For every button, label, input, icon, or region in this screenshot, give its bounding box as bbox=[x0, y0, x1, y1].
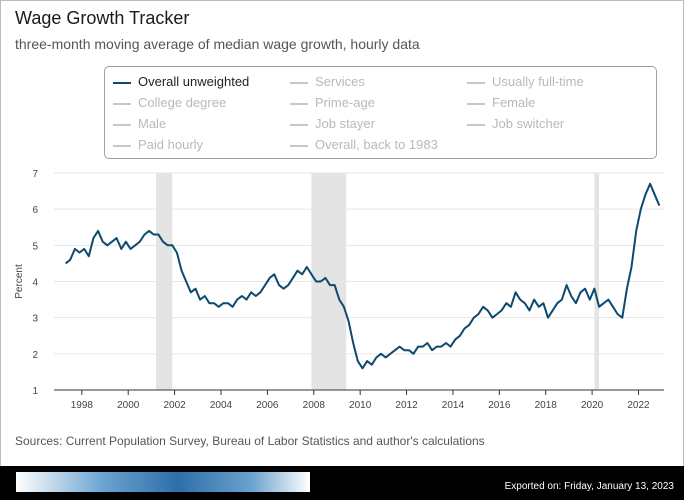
page-title: Wage Growth Tracker bbox=[15, 8, 190, 28]
legend-label: Services bbox=[315, 74, 365, 89]
x-tick-label: 2020 bbox=[581, 400, 604, 411]
x-tick-label: 2008 bbox=[303, 400, 326, 411]
legend-swatch bbox=[290, 123, 308, 126]
legend-swatch bbox=[113, 102, 131, 105]
legend-swatch bbox=[467, 123, 485, 126]
legend-item-overall-back-to-1983[interactable]: Overall, back to 1983 bbox=[290, 137, 438, 152]
x-tick-label: 2018 bbox=[535, 400, 558, 411]
x-tick-label: 2000 bbox=[117, 400, 140, 411]
legend-item-female[interactable]: Female bbox=[467, 95, 535, 110]
legend-item-college-degree[interactable]: College degree bbox=[113, 95, 226, 110]
legend-label: Male bbox=[138, 116, 167, 131]
legend-item-job-switcher[interactable]: Job switcher bbox=[467, 116, 564, 131]
x-tick-label: 2002 bbox=[163, 400, 186, 411]
x-tick-label: 2012 bbox=[395, 400, 418, 411]
x-tick-label: 2014 bbox=[442, 400, 465, 411]
legend-label: Overall, back to 1983 bbox=[315, 137, 438, 152]
legend-item-services[interactable]: Services bbox=[290, 74, 365, 89]
legend-swatch bbox=[467, 102, 485, 105]
legend: Overall unweighted Services Usually full… bbox=[104, 66, 657, 159]
legend-label: College degree bbox=[138, 95, 227, 110]
x-tick-label: 2006 bbox=[256, 400, 279, 411]
y-tick-label: 2 bbox=[32, 350, 38, 361]
legend-item-paid-hourly[interactable]: Paid hourly bbox=[113, 137, 203, 152]
x-tick-label: 2010 bbox=[349, 400, 372, 411]
legend-swatch bbox=[467, 81, 485, 84]
source-note: Sources: Current Population Survey, Bure… bbox=[15, 434, 485, 448]
legend-label: Overall unweighted bbox=[138, 74, 250, 89]
legend-label: Paid hourly bbox=[138, 137, 204, 152]
legend-swatch bbox=[290, 102, 308, 105]
legend-item-overall-unweighted[interactable]: Overall unweighted bbox=[113, 74, 249, 89]
series-line-0 bbox=[64, 182, 661, 370]
legend-item-prime-age[interactable]: Prime-age bbox=[290, 95, 375, 110]
legend-label: Prime-age bbox=[315, 95, 375, 110]
y-axis-label: Percent bbox=[14, 264, 25, 299]
x-tick-label: 2016 bbox=[488, 400, 511, 411]
legend-swatch bbox=[290, 144, 308, 147]
legend-swatch bbox=[113, 144, 131, 147]
y-tick-label: 1 bbox=[32, 386, 38, 397]
legend-label: Female bbox=[492, 95, 536, 110]
y-tick-label: 5 bbox=[32, 241, 38, 252]
wage-growth-chart: 1 2 3 4 5 6 7 1998 2000 2002 2004 2006 2008 2010 2012 2… bbox=[14, 169, 664, 411]
legend-item-male[interactable]: Male bbox=[113, 116, 166, 131]
y-tick-label: 6 bbox=[32, 205, 38, 216]
x-tick-label: 1998 bbox=[71, 400, 94, 411]
legend-item-job-stayer[interactable]: Job stayer bbox=[290, 116, 375, 131]
y-tick-label: 3 bbox=[32, 314, 38, 325]
exported-date: Exported on: Friday, January 13, 2023 bbox=[504, 481, 674, 492]
footer-bar: Exported on: Friday, January 13, 2023 bbox=[0, 466, 684, 500]
logo-banner bbox=[16, 472, 310, 492]
legend-swatch bbox=[113, 123, 131, 126]
legend-swatch bbox=[290, 81, 308, 84]
y-tick-label: 4 bbox=[32, 278, 38, 289]
x-tick-label: 2022 bbox=[627, 400, 650, 411]
x-tick-label: 2004 bbox=[210, 400, 233, 411]
legend-label: Usually full-time bbox=[492, 74, 584, 89]
legend-label: Job stayer bbox=[315, 116, 375, 131]
legend-item-usually-full-time[interactable]: Usually full-time bbox=[467, 74, 584, 89]
legend-label: Job switcher bbox=[492, 116, 565, 131]
legend-swatch bbox=[113, 81, 131, 84]
page-subtitle: three-month moving average of median wag… bbox=[15, 36, 420, 52]
y-tick-label: 7 bbox=[32, 169, 38, 180]
